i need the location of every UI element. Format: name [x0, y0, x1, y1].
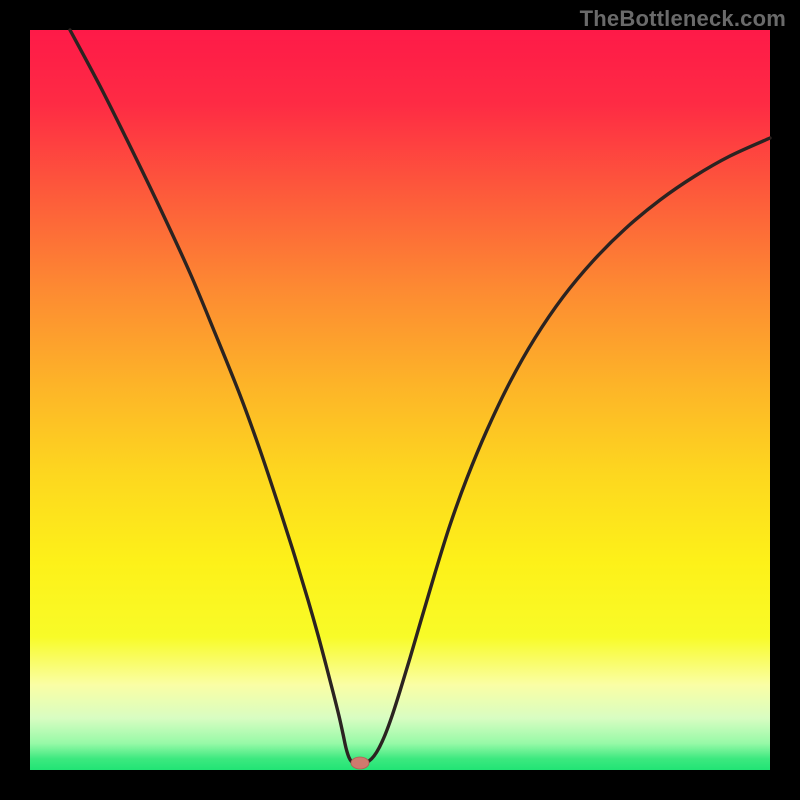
- watermark-text: TheBottleneck.com: [580, 6, 786, 32]
- chart-frame: TheBottleneck.com: [0, 0, 800, 800]
- gradient-background: [30, 30, 770, 770]
- optimum-marker: [351, 757, 369, 769]
- bottleneck-plot: [0, 0, 800, 800]
